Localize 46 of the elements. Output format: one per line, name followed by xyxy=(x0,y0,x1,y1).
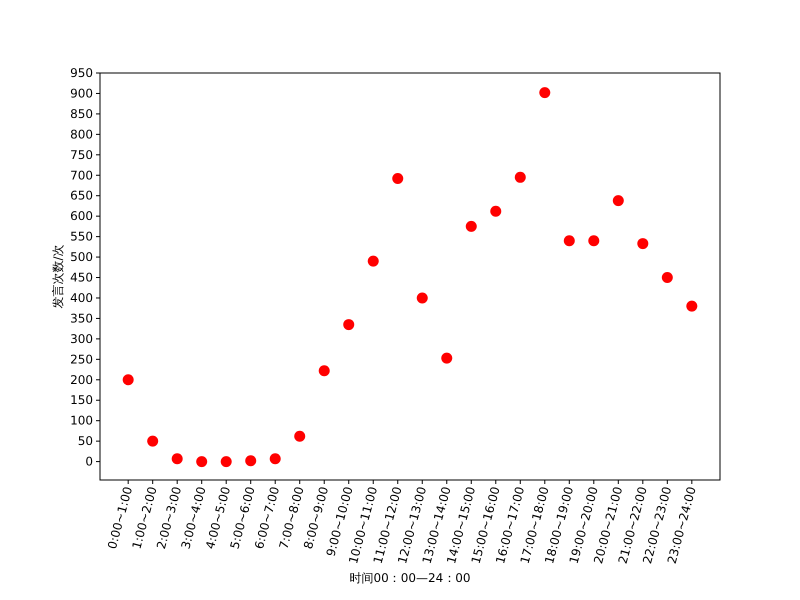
point xyxy=(539,87,550,98)
point xyxy=(612,195,624,206)
y-tick-label: 0 xyxy=(85,454,93,469)
point xyxy=(686,300,698,312)
point xyxy=(490,206,502,217)
y-tick-label: 900 xyxy=(70,86,93,100)
point xyxy=(564,235,575,246)
point xyxy=(172,453,183,464)
point xyxy=(270,453,281,464)
y-tick-label: 300 xyxy=(70,332,93,346)
point xyxy=(122,374,134,386)
y-tick-label: 50 xyxy=(78,434,93,448)
y-tick-label: 650 xyxy=(70,188,93,203)
point xyxy=(416,292,428,304)
y-tick-label: 850 xyxy=(70,106,93,121)
y-tick-label: 200 xyxy=(70,372,93,387)
y-tick-label: 150 xyxy=(70,393,93,408)
y-tick-label: 550 xyxy=(70,230,93,244)
point xyxy=(245,455,256,466)
point xyxy=(147,436,158,447)
y-tick-label: 500 xyxy=(70,250,93,264)
point xyxy=(318,365,330,376)
y-tick-label: 350 xyxy=(70,311,93,326)
y-tick-label: 950 xyxy=(70,66,93,80)
y-tick-label: 100 xyxy=(70,414,93,428)
point xyxy=(514,172,526,183)
y-tick-label: 450 xyxy=(70,270,93,285)
point xyxy=(220,456,232,468)
point xyxy=(588,235,600,246)
y-tick-label: 250 xyxy=(70,352,93,366)
x-axis-title: 时间00：00—24：00 xyxy=(349,571,471,585)
point xyxy=(196,456,208,468)
point xyxy=(466,220,477,232)
y-tick-label: 700 xyxy=(70,168,93,182)
point xyxy=(637,238,648,250)
point xyxy=(441,352,452,364)
point xyxy=(343,319,354,330)
y-tick-label: 750 xyxy=(70,148,93,162)
point xyxy=(368,256,379,267)
y-axis-title: 发言次数/次 xyxy=(51,244,65,309)
y-tick-label: 400 xyxy=(70,290,93,305)
y-tick-label: 600 xyxy=(70,209,93,224)
point xyxy=(392,173,404,184)
y-tick-label: 800 xyxy=(70,127,93,142)
point xyxy=(662,272,673,284)
point xyxy=(294,430,306,442)
